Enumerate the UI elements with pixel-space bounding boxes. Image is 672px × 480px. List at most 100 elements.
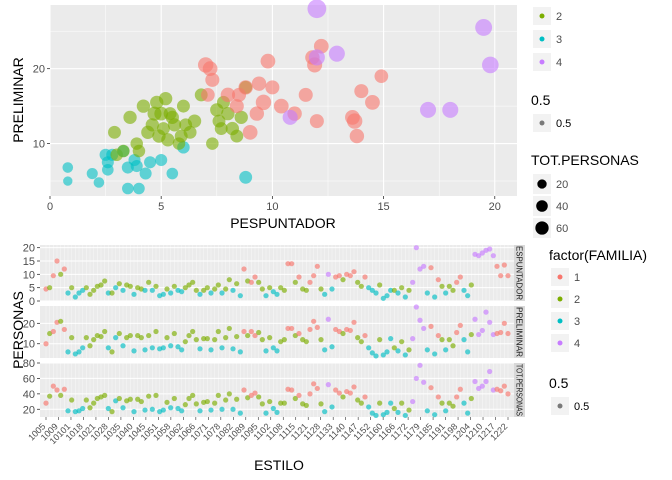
facet-data-point	[329, 404, 335, 410]
facet-data-point	[281, 337, 287, 343]
facet-data-point	[296, 274, 302, 280]
facet-data-point	[50, 328, 56, 335]
facet-data-point	[336, 273, 342, 279]
facet-data-point	[50, 383, 56, 389]
top-data-point	[251, 76, 267, 91]
facet-data-point	[116, 330, 122, 337]
top-data-point	[420, 101, 437, 118]
facet-data-point	[380, 295, 386, 301]
facet-data-point	[369, 287, 375, 293]
facet-data-point	[65, 349, 71, 355]
facet-data-point	[424, 408, 430, 414]
facet-data-point	[248, 328, 254, 335]
facet-data-point	[494, 263, 500, 269]
facet-data-point	[322, 291, 328, 297]
top-data-point	[132, 144, 146, 158]
facet-data-point	[457, 322, 463, 328]
facet-data-point	[201, 287, 207, 293]
family-legend-bottom-label: 1	[574, 272, 580, 284]
top-data-point	[139, 167, 152, 180]
family-legend-bottom-point	[557, 296, 563, 302]
facet-data-point	[307, 279, 313, 285]
top-data-point	[349, 128, 365, 144]
facet-data-point	[395, 348, 401, 354]
top-x-axis-title: PESPUNTADOR	[230, 215, 336, 231]
facet-data-point	[410, 336, 416, 342]
facet-data-point	[212, 286, 218, 292]
top-data-point	[475, 19, 493, 36]
facet-data-point	[197, 408, 203, 414]
facet-data-point	[358, 400, 364, 406]
family-legend-top-point	[539, 36, 545, 42]
facet-y-tick-label: 10	[23, 339, 35, 351]
top-data-point	[230, 129, 244, 143]
facet-data-point	[142, 347, 148, 353]
size-legend-title: TOT.PERSONAS	[531, 152, 639, 168]
facet-data-point	[160, 345, 166, 351]
alpha-legend-bottom-point	[557, 403, 563, 409]
facet-data-point	[193, 287, 199, 293]
facet-data-point	[468, 282, 474, 288]
alpha-legend-top-label: 0.5	[556, 118, 571, 130]
facet-data-point	[351, 384, 357, 390]
facet-data-point	[127, 396, 133, 402]
top-data-point	[265, 80, 280, 95]
facet-data-point	[182, 402, 188, 408]
top-data-point	[365, 94, 380, 110]
alpha-legend-top-point	[539, 120, 545, 126]
facet-data-point	[54, 258, 60, 264]
top-data-point	[62, 162, 74, 173]
facet-data-point	[311, 318, 317, 324]
top-x-tick-label: 15	[377, 201, 389, 213]
facet-data-point	[164, 335, 170, 341]
facet-data-point	[358, 339, 364, 345]
facet-data-point	[505, 330, 511, 337]
facet-data-point	[164, 399, 170, 405]
top-data-point	[63, 176, 73, 186]
facet-data-point	[223, 335, 229, 341]
facet-data-point	[281, 287, 287, 293]
alpha-legend-top-title: 0.5	[531, 92, 551, 108]
facet-data-point	[461, 337, 467, 343]
facet-data-point	[318, 337, 324, 343]
facet-data-point	[362, 394, 368, 400]
facet-data-point	[366, 345, 372, 351]
facet-strip-label: PRELIMINAR	[515, 307, 524, 357]
top-x-tick-label: 5	[158, 201, 164, 213]
size-legend-label: 20	[556, 179, 568, 191]
facet-data-point	[472, 378, 478, 385]
facet-data-point	[289, 261, 295, 267]
facet-data-point	[219, 290, 225, 296]
facet-data-point	[267, 335, 273, 341]
facet-data-point	[179, 408, 185, 414]
facet-data-point	[399, 400, 405, 406]
facet-data-point	[193, 337, 199, 343]
facet-strip	[514, 306, 525, 358]
facet-data-point	[241, 328, 247, 335]
facet-data-point	[83, 335, 89, 341]
facet-data-point	[80, 287, 86, 293]
facet-data-point	[226, 391, 232, 397]
facet-data-point	[443, 290, 449, 296]
top-data-point	[374, 69, 389, 84]
facet-data-point	[373, 290, 379, 296]
facet-data-point	[278, 285, 284, 291]
top-data-point	[442, 101, 459, 118]
facet-strip-label: TOT.PERSONAS	[515, 364, 524, 416]
size-legend-label: 60	[556, 223, 568, 235]
facet-data-point	[454, 279, 460, 285]
facet-data-point	[325, 382, 331, 388]
facet-data-point	[490, 253, 496, 259]
facet-data-point	[109, 409, 115, 415]
facet-data-point	[358, 283, 364, 289]
facet-data-point	[160, 407, 166, 413]
top-data-point	[220, 87, 236, 103]
facet-data-point	[69, 285, 75, 291]
facet-data-point	[351, 269, 357, 275]
facet-data-point	[413, 375, 419, 382]
facet-data-point	[384, 409, 390, 415]
facet-data-point	[501, 320, 507, 326]
facet-strip	[514, 363, 525, 417]
top-data-point	[130, 160, 143, 173]
